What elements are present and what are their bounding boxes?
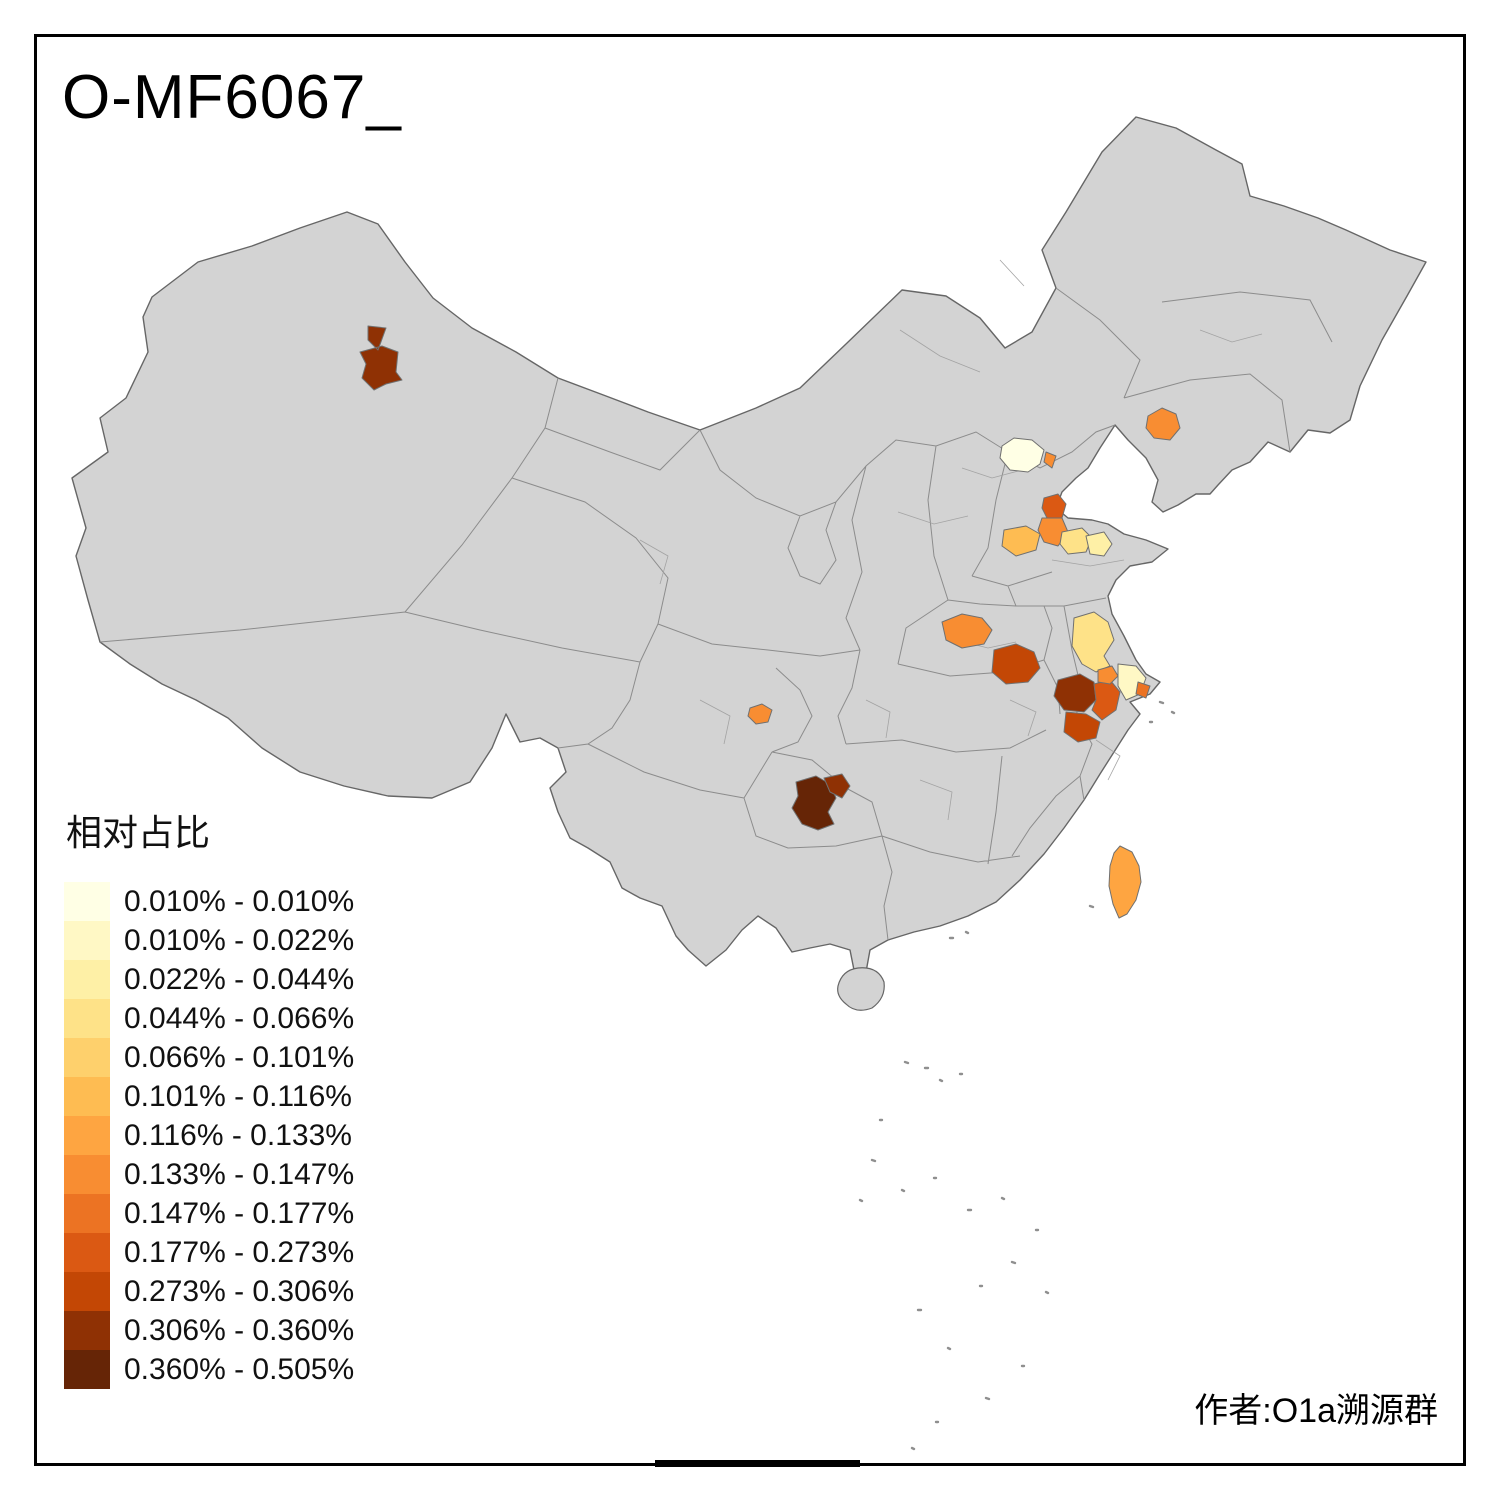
region-jiangsu-north: [1071, 611, 1115, 673]
legend-row: 0.010% - 0.022%: [64, 921, 354, 960]
legend-swatch: [64, 882, 110, 921]
bottom-border-tick: [655, 1460, 860, 1467]
region-liaoning: [1145, 407, 1181, 441]
legend-label: 0.116% - 0.133%: [124, 1118, 352, 1152]
legend-swatch-rect: [64, 1194, 110, 1233]
region-xinjiang-korla: [359, 325, 403, 391]
legend-swatch-rect: [64, 921, 110, 960]
legend-label: 0.360% - 0.505%: [124, 1352, 355, 1386]
legend-swatch-rect: [64, 1038, 110, 1077]
legend-swatch-rect: [64, 1350, 110, 1389]
legend-row: 0.044% - 0.066%: [64, 999, 354, 1038]
legend-row: 0.147% - 0.177%: [64, 1194, 354, 1233]
legend-swatch: [64, 1272, 110, 1311]
legend-swatch-rect: [64, 1077, 110, 1116]
legend-label: 0.010% - 0.010%: [124, 884, 355, 918]
legend-swatch: [64, 1116, 110, 1155]
region-beijing: [999, 437, 1045, 473]
legend-row: 0.101% - 0.116%: [64, 1077, 354, 1116]
highlighted-regions: [359, 325, 1181, 919]
legend-swatch: [64, 1233, 110, 1272]
legend-label: 0.133% - 0.147%: [124, 1157, 355, 1191]
region-shandong-west: [1001, 525, 1041, 557]
region-henan: [941, 613, 993, 649]
legend-row: 0.306% - 0.360%: [64, 1311, 354, 1350]
legend-swatch: [64, 1077, 110, 1116]
legend-row: 0.022% - 0.044%: [64, 960, 354, 999]
legend-swatch: [64, 1038, 110, 1077]
legend-row: 0.116% - 0.133%: [64, 1116, 354, 1155]
author-credit: 作者:O1a溯源群: [1194, 1392, 1438, 1430]
region-taiwan: [1108, 845, 1142, 919]
legend-swatch-rect: [64, 960, 110, 999]
legend-label: 0.101% - 0.116%: [124, 1079, 352, 1113]
region-guizhou-northeast: [823, 773, 851, 799]
region-shandong-central: [1059, 527, 1093, 555]
legend-swatch: [64, 1194, 110, 1233]
province-boundaries: [99, 287, 1333, 941]
legend-label: 0.177% - 0.273%: [124, 1235, 355, 1269]
legend: 相对占比 0.010% - 0.010% 0.010% - 0.022% 0.0…: [64, 804, 354, 1389]
legend-row: 0.177% - 0.273%: [64, 1233, 354, 1272]
region-shandong-east: [1085, 531, 1113, 557]
legend-label: 0.010% - 0.022%: [124, 923, 355, 957]
legend-swatch: [64, 1311, 110, 1350]
legend-swatch: [64, 1350, 110, 1389]
plot-title: O-MF6067_: [62, 63, 402, 132]
legend-label: 0.273% - 0.306%: [124, 1274, 355, 1308]
legend-swatch: [64, 999, 110, 1038]
legend-row: 0.273% - 0.306%: [64, 1272, 354, 1311]
china-mainland: [71, 116, 1427, 973]
legend-swatch-rect: [64, 1311, 110, 1350]
legend-label: 0.044% - 0.066%: [124, 1001, 355, 1035]
legend-swatch-rect: [64, 1116, 110, 1155]
region-anhui-northeast: [1097, 665, 1119, 685]
legend-row: 0.066% - 0.101%: [64, 1038, 354, 1077]
south-china-sea-islands: [858, 700, 1176, 1451]
legend-swatch-rect: [64, 1272, 110, 1311]
legend-label: 0.147% - 0.177%: [124, 1196, 355, 1230]
region-anhui-south: [1063, 711, 1101, 743]
region-tianjin: [1043, 451, 1057, 469]
region-hubei: [991, 643, 1041, 685]
legend-label: 0.066% - 0.101%: [124, 1040, 355, 1074]
legend-swatch: [64, 1155, 110, 1194]
province-boundary-lines: [99, 287, 1333, 941]
region-shanghai: [1135, 681, 1151, 699]
legend-swatch: [64, 960, 110, 999]
legend-title: 相对占比: [66, 812, 211, 853]
legend-swatch: [64, 921, 110, 960]
legend-row: 0.133% - 0.147%: [64, 1155, 354, 1194]
legend-swatch-rect: [64, 882, 110, 921]
prefecture-boundaries: [639, 259, 1263, 821]
region-anhui-west: [1053, 673, 1097, 713]
region-chongqing: [747, 703, 773, 725]
legend-swatch-rect: [64, 1155, 110, 1194]
legend-row: 0.360% - 0.505%: [64, 1350, 354, 1389]
legend-swatch-rect: [64, 999, 110, 1038]
legend-label: 0.022% - 0.044%: [124, 962, 355, 996]
legend-row: 0.010% - 0.010%: [64, 882, 354, 921]
legend-swatch-rect: [64, 1233, 110, 1272]
hainan-island: [837, 967, 885, 1011]
legend-label: 0.306% - 0.360%: [124, 1313, 355, 1347]
